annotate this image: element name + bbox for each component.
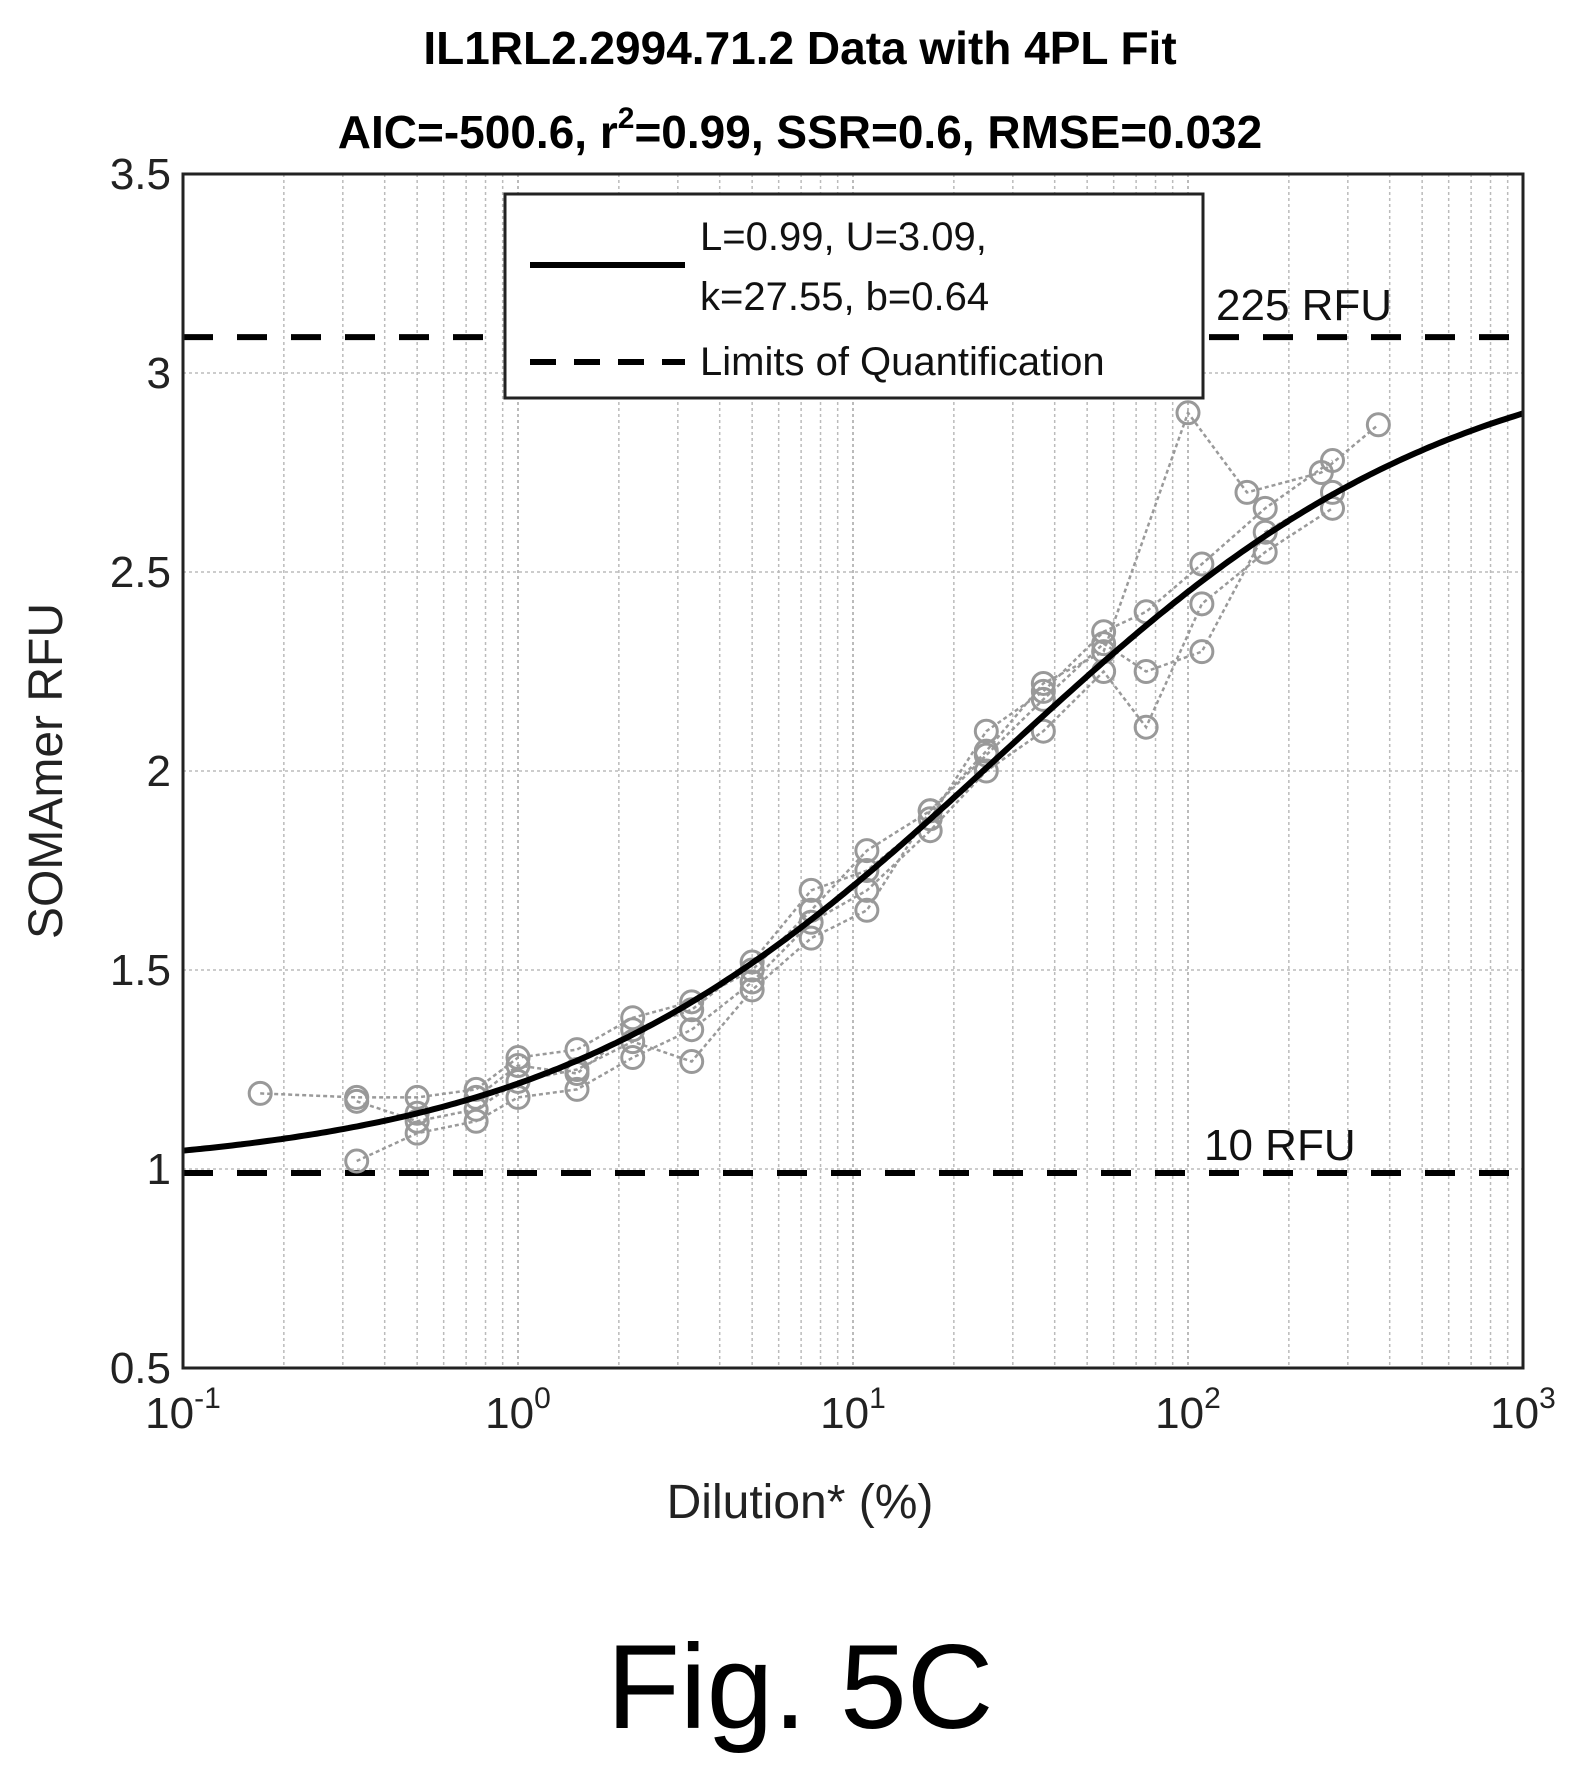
y-tick-label: 1 [147,1145,171,1194]
data-point [1320,448,1346,474]
data-point [854,858,880,883]
series-line [260,410,1380,1099]
series-line [356,491,1334,1123]
data-point [798,925,824,951]
y-tick-labels: 0.5 1 1.5 2 2.5 3 3.5 [110,150,171,1393]
data-point [1234,479,1260,505]
figure-label: Fig. 5C [607,1620,994,1754]
data-point [505,1053,531,1079]
x-tick-label: 101 [820,1382,886,1438]
data-point [463,1084,489,1110]
x-tick-labels: 10-1 100 101 102 103 [145,1382,1556,1438]
y-tick-label: 0.5 [110,1344,171,1393]
chart-title: IL1RL2.2994.71.2 Data with 4PL Fit [423,22,1176,74]
data-point [854,897,880,923]
data-point [1091,619,1117,645]
data-point [247,1080,273,1106]
data-point [344,1148,370,1174]
data-point [1252,539,1278,565]
x-tick-label: 10-1 [145,1382,221,1438]
series-line [416,459,1334,1115]
data-series [247,400,1391,1174]
data-point [1030,670,1056,696]
data-point [973,718,999,744]
fit-curve [182,410,1524,1154]
plot-frame [181,172,1525,1370]
data-point [798,909,824,935]
data-point [854,877,880,903]
data-point [739,969,765,995]
y-tick-label: 3 [147,349,171,398]
legend-fit-label-line2: k=27.55, b=0.64 [700,275,989,319]
data-point [739,977,765,1003]
data-point [1091,631,1117,657]
upper-limit-annotation: 225 RFU [1216,281,1392,330]
y-tick-label: 3.5 [110,150,171,199]
data-point [1189,639,1215,665]
data-series-4 [404,448,1346,1126]
data-point [564,1076,590,1102]
y-tick-label: 2.5 [110,548,171,597]
data-point [1189,591,1215,617]
lower-limit-annotation: 10 RFU [1204,1121,1356,1170]
legend: L=0.99, U=3.09, k=27.55, b=0.64 Limits o… [503,192,1205,400]
data-series-3 [344,479,1346,1134]
x-tick-label: 102 [1155,1382,1221,1438]
subtitle-part2: =0.99, SSR=0.6, RMSE=0.032 [634,106,1262,158]
data-point [620,1005,646,1031]
chart-subtitle: AIC=-500.6, r2=0.99, SSR=0.6, RMSE=0.032 [338,102,1262,158]
data-point [1189,551,1215,577]
legend-fit-label-line1: L=0.99, U=3.09, [700,215,987,259]
data-point [973,758,999,784]
data-point [798,877,824,903]
data-point [1320,479,1346,505]
data-point [1030,678,1056,704]
x-tick-label: 100 [485,1382,551,1438]
data-series-1 [247,400,1391,1110]
legend-lod-label: Limits of Quantification [700,340,1105,384]
data-point [854,838,880,864]
subtitle-part1: AIC=-500.6, r [338,106,618,158]
data-point [404,1084,430,1110]
data-point [1030,718,1056,744]
x-tick-label: 103 [1490,1382,1556,1438]
y-tick-label: 1.5 [110,946,171,995]
y-tick-label: 2 [147,747,171,796]
data-point [1133,659,1159,684]
data-point [1133,714,1159,740]
data-point [679,989,705,1015]
data-point [679,1049,705,1075]
data-point [1252,495,1278,521]
data-point [1365,412,1391,438]
data-point [344,1088,370,1114]
data-point [739,949,765,975]
x-axis-label: Dilution* (%) [667,1476,934,1529]
data-point [1175,400,1201,426]
series-line [356,507,1334,1163]
subtitle-superscript: 2 [618,102,635,135]
data-point [917,806,943,832]
data-point [505,1045,531,1071]
data-point [679,1017,705,1043]
data-point [463,1108,489,1134]
y-axis-label: SOMAmer RFU [20,603,73,939]
data-point [404,1108,430,1134]
data-point [620,1045,646,1071]
